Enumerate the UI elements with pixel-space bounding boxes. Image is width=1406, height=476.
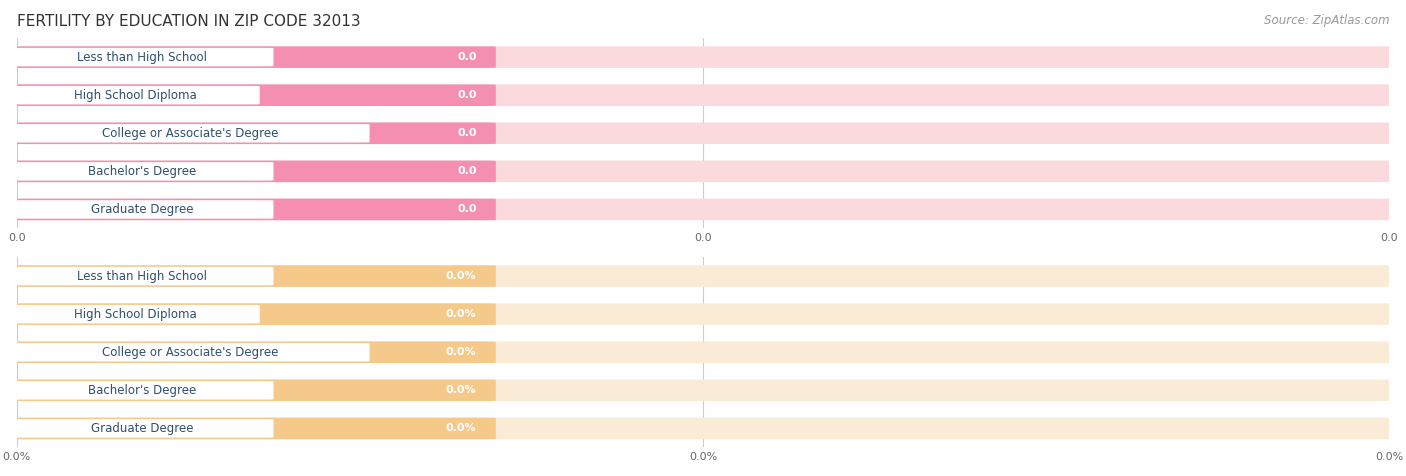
FancyBboxPatch shape: [11, 305, 260, 323]
FancyBboxPatch shape: [11, 124, 370, 142]
Text: High School Diploma: High School Diploma: [75, 307, 197, 321]
Text: 0.0: 0.0: [457, 52, 477, 62]
Text: 0.0: 0.0: [457, 204, 477, 215]
FancyBboxPatch shape: [7, 46, 1399, 68]
Text: Less than High School: Less than High School: [77, 269, 208, 283]
Text: 0.0: 0.0: [457, 166, 477, 177]
FancyBboxPatch shape: [7, 379, 496, 401]
FancyBboxPatch shape: [7, 160, 1399, 182]
Text: 0.0%: 0.0%: [446, 423, 477, 434]
FancyBboxPatch shape: [11, 200, 274, 218]
FancyBboxPatch shape: [11, 419, 274, 437]
FancyBboxPatch shape: [11, 343, 370, 361]
FancyBboxPatch shape: [7, 417, 496, 439]
Text: 0.0%: 0.0%: [446, 385, 477, 396]
FancyBboxPatch shape: [7, 122, 496, 144]
Text: Bachelor's Degree: Bachelor's Degree: [89, 165, 197, 178]
Text: Graduate Degree: Graduate Degree: [91, 203, 194, 216]
FancyBboxPatch shape: [7, 160, 496, 182]
FancyBboxPatch shape: [7, 341, 1399, 363]
FancyBboxPatch shape: [7, 341, 496, 363]
FancyBboxPatch shape: [7, 198, 1399, 220]
Text: 0.0: 0.0: [457, 128, 477, 139]
Text: College or Associate's Degree: College or Associate's Degree: [103, 346, 278, 359]
Text: College or Associate's Degree: College or Associate's Degree: [103, 127, 278, 140]
Text: 0.0%: 0.0%: [446, 347, 477, 357]
FancyBboxPatch shape: [7, 46, 496, 68]
Text: 0.0%: 0.0%: [446, 309, 477, 319]
Text: Less than High School: Less than High School: [77, 50, 208, 64]
Text: 0.0%: 0.0%: [446, 271, 477, 281]
FancyBboxPatch shape: [7, 265, 496, 287]
FancyBboxPatch shape: [11, 381, 274, 399]
FancyBboxPatch shape: [11, 86, 260, 104]
Text: 0.0: 0.0: [457, 90, 477, 100]
FancyBboxPatch shape: [7, 84, 496, 106]
Text: FERTILITY BY EDUCATION IN ZIP CODE 32013: FERTILITY BY EDUCATION IN ZIP CODE 32013: [17, 14, 360, 30]
FancyBboxPatch shape: [7, 198, 496, 220]
FancyBboxPatch shape: [7, 303, 496, 325]
Text: Bachelor's Degree: Bachelor's Degree: [89, 384, 197, 397]
FancyBboxPatch shape: [11, 267, 274, 285]
Text: High School Diploma: High School Diploma: [75, 89, 197, 102]
FancyBboxPatch shape: [7, 379, 1399, 401]
FancyBboxPatch shape: [11, 162, 274, 180]
FancyBboxPatch shape: [7, 122, 1399, 144]
FancyBboxPatch shape: [7, 303, 1399, 325]
FancyBboxPatch shape: [7, 84, 1399, 106]
Text: Graduate Degree: Graduate Degree: [91, 422, 194, 435]
FancyBboxPatch shape: [7, 417, 1399, 439]
Text: Source: ZipAtlas.com: Source: ZipAtlas.com: [1264, 14, 1389, 27]
FancyBboxPatch shape: [7, 265, 1399, 287]
FancyBboxPatch shape: [11, 48, 274, 66]
